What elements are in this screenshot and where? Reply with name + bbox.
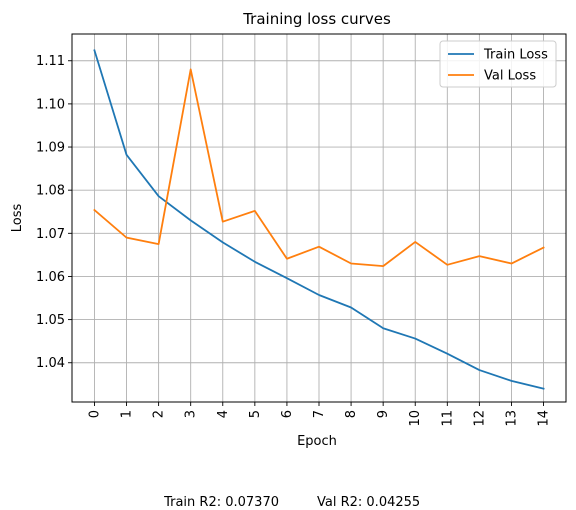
axis-ticks: 0 1 2 3 4 5 6 7 8 9 10 11 12 13 141.041.051.061.071.08… [36, 54, 551, 426]
x-tick-label: 13 [504, 410, 519, 427]
x-tick-label: 14 [537, 410, 552, 427]
y-tick-label: 1.08 [36, 184, 65, 199]
y-tick-label: 1.07 [36, 227, 65, 242]
series-lines [93, 49, 545, 390]
x-tick-label: 0 [87, 410, 102, 418]
train-loss-line [93, 49, 545, 390]
val-loss-line [93, 68, 545, 268]
chart-title: Training loss curves [242, 10, 391, 28]
x-tick-label: 3 [184, 410, 199, 418]
y-tick-label: 1.04 [36, 356, 65, 371]
train-r2-text: Train R2: 0.07370 [164, 495, 279, 510]
x-tick-label: 2 [152, 410, 167, 418]
x-tick-label: 4 [216, 410, 231, 418]
x-tick-label: 9 [376, 410, 391, 418]
x-axis-label: Epoch [297, 434, 337, 449]
x-tick-label: 5 [248, 410, 263, 418]
x-tick-label: 1 [120, 410, 135, 418]
y-tick-label: 1.10 [36, 97, 65, 112]
y-tick-label: 1.09 [36, 141, 65, 156]
y-axis-label: Loss [10, 204, 25, 233]
x-tick-label: 6 [280, 410, 295, 418]
legend: Train Loss Val Loss [439, 40, 557, 88]
grid [72, 34, 566, 402]
val-loss-legend-label: Val Loss [484, 69, 536, 84]
x-tick-label: 8 [344, 410, 359, 418]
y-tick-label: 1.05 [36, 313, 65, 328]
x-tick-label: 11 [440, 410, 455, 427]
train-loss-legend-label: Train Loss [483, 48, 548, 63]
x-tick-label: 12 [472, 410, 487, 427]
x-tick-label: 7 [312, 410, 327, 418]
x-tick-label: 10 [408, 410, 423, 427]
y-tick-label: 1.06 [36, 270, 65, 285]
y-tick-label: 1.11 [36, 54, 65, 69]
val-r2-text: Val R2: 0.04255 [317, 495, 421, 510]
